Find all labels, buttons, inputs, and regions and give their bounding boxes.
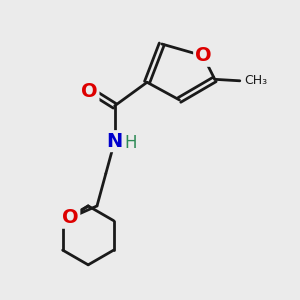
- Text: N: N: [106, 132, 123, 151]
- Text: O: O: [81, 82, 98, 100]
- Text: CH₃: CH₃: [244, 74, 267, 87]
- Text: H: H: [124, 134, 137, 152]
- Text: O: O: [195, 46, 211, 65]
- Text: O: O: [62, 208, 79, 227]
